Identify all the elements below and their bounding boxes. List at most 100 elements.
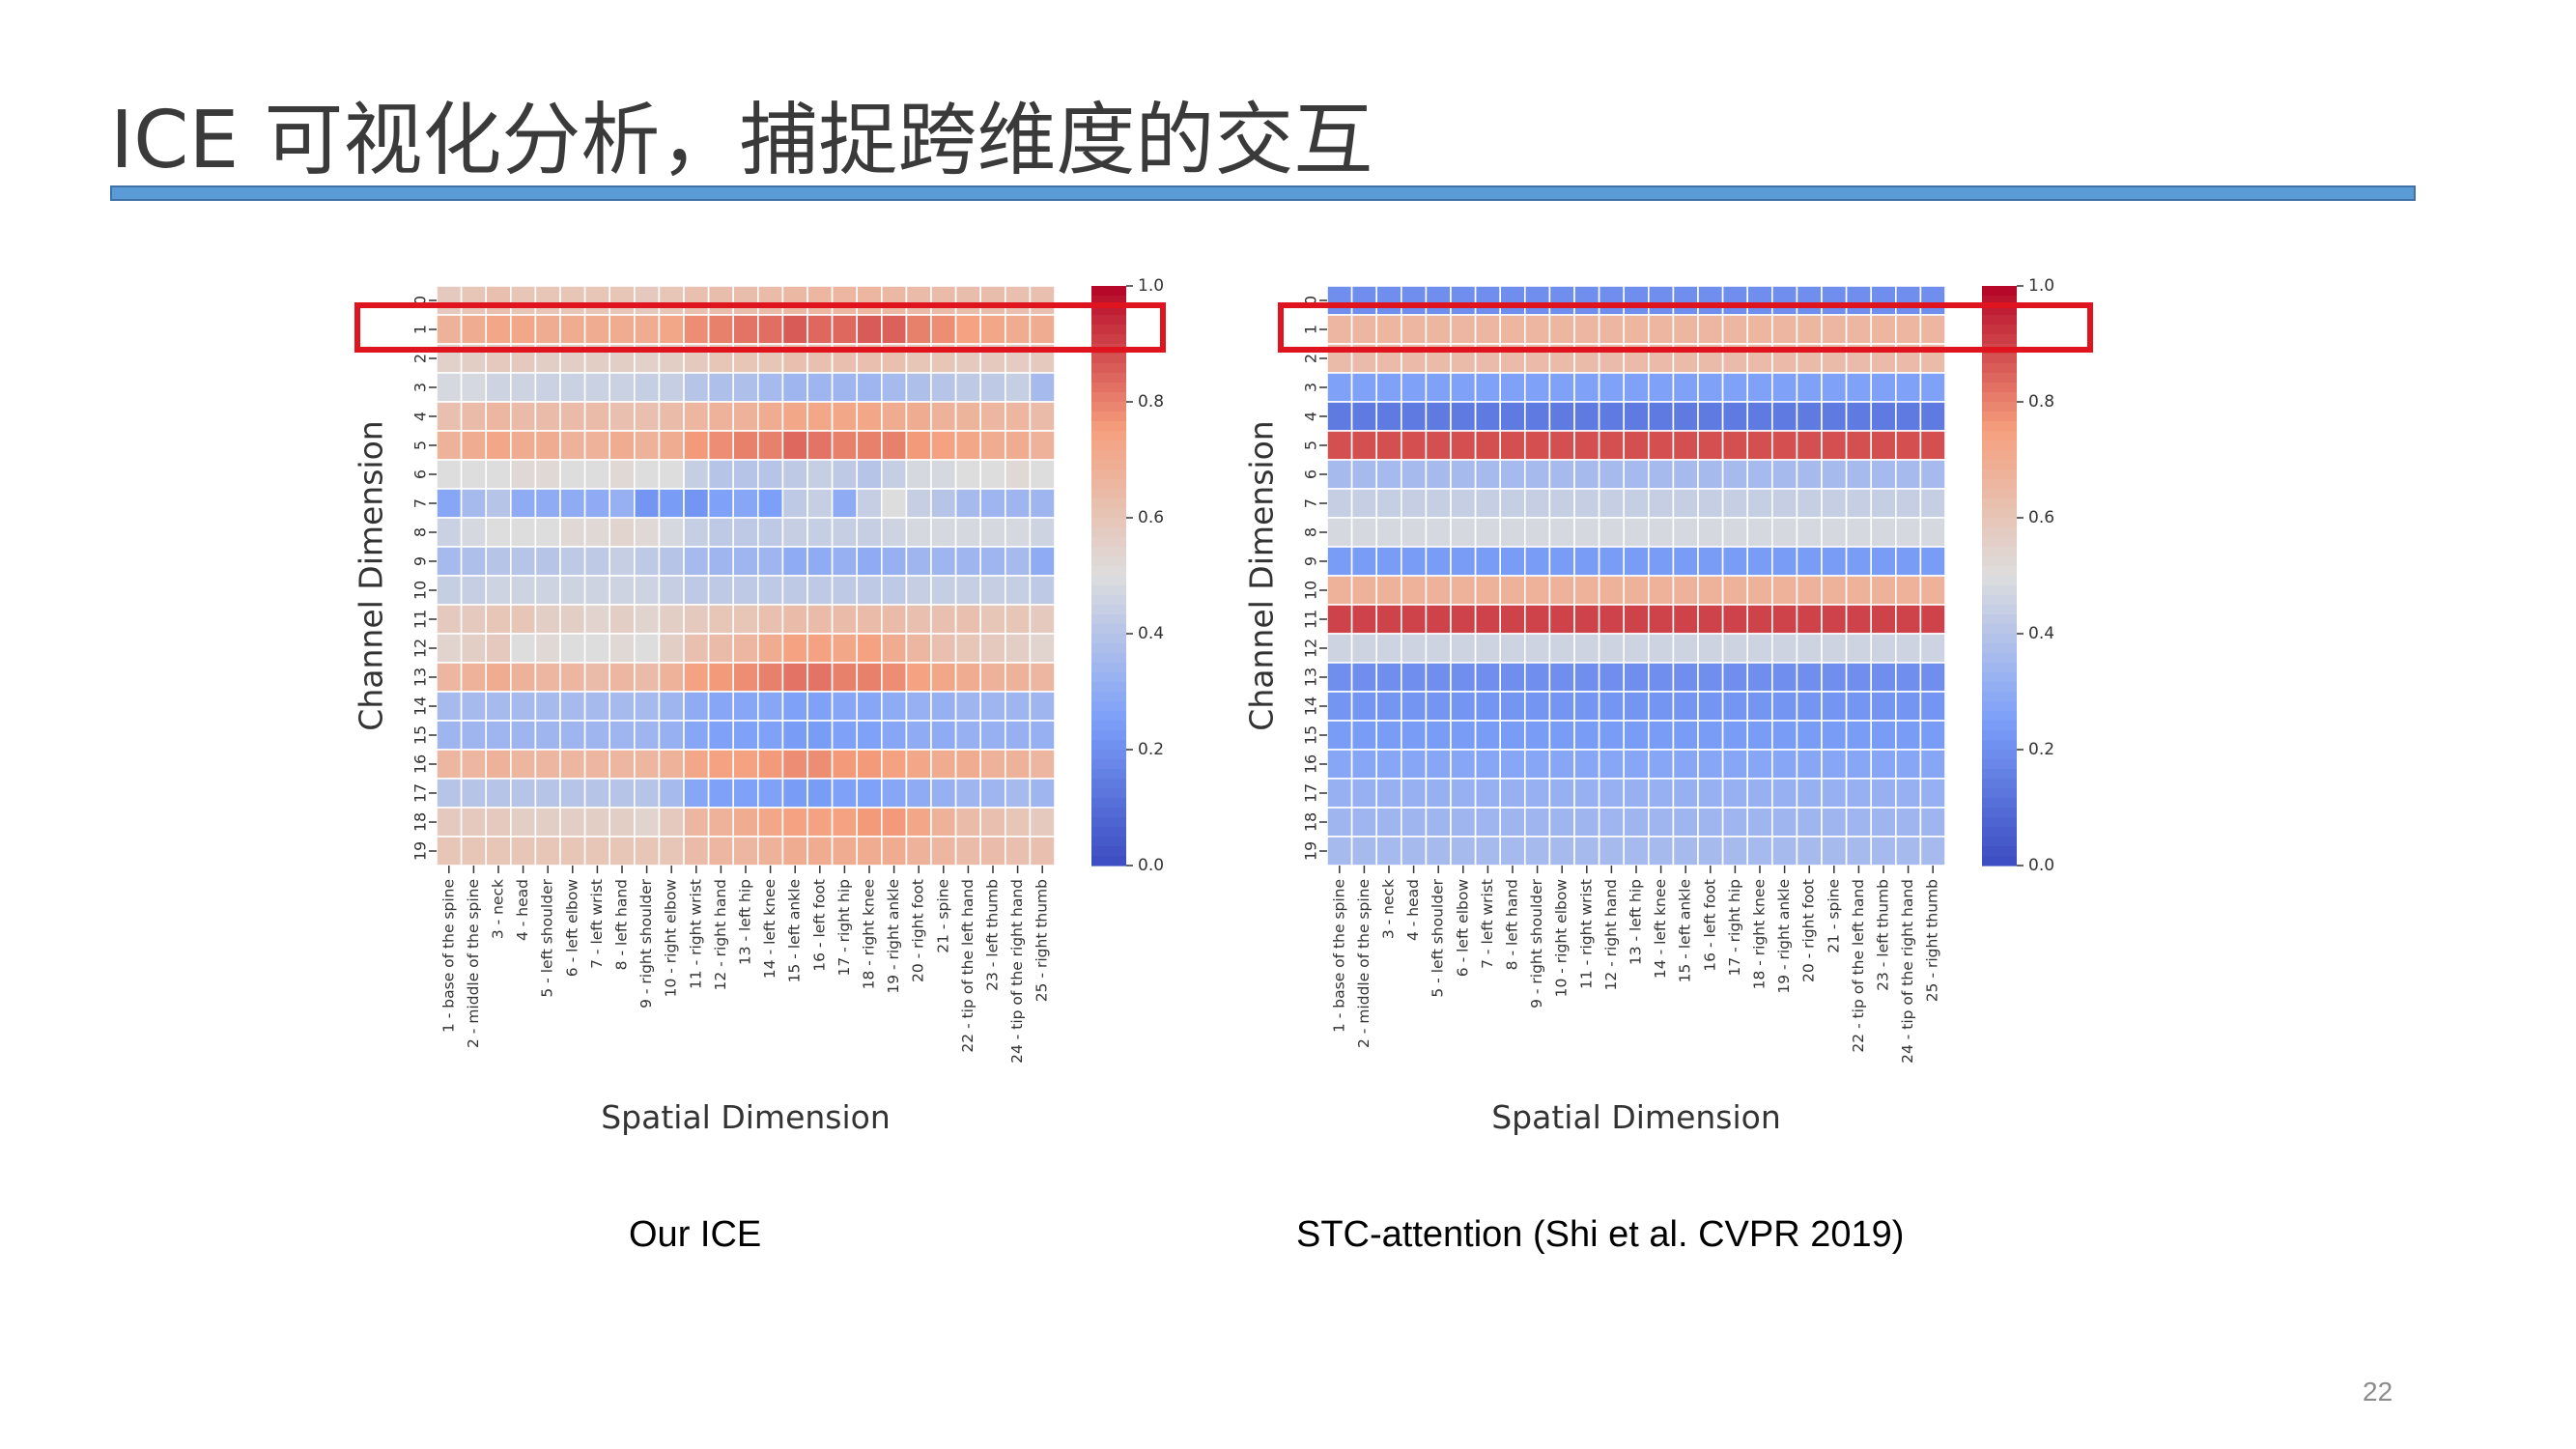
heatmap-cell bbox=[1450, 546, 1477, 577]
heatmap-cell bbox=[1326, 314, 1353, 345]
heatmap-cell bbox=[807, 488, 834, 519]
heatmap-cell bbox=[1821, 749, 1848, 780]
heatmap-cell bbox=[1845, 459, 1872, 490]
heatmap-cell bbox=[534, 720, 561, 751]
colorbar-segment bbox=[1091, 296, 1126, 306]
colorbar-segment bbox=[1091, 672, 1126, 683]
column-tick-label: 11 - right wrist bbox=[687, 879, 704, 989]
heatmap-cell bbox=[460, 720, 488, 751]
heatmap-cell bbox=[1598, 401, 1626, 432]
heatmap-cell bbox=[1450, 749, 1477, 780]
heatmap-cell bbox=[979, 836, 1006, 867]
colorbar-segment bbox=[1982, 595, 2017, 606]
heatmap-cell bbox=[436, 749, 463, 780]
heatmap-cell bbox=[831, 836, 858, 867]
heatmap-cell bbox=[979, 720, 1006, 751]
heatmap-cell bbox=[1598, 836, 1626, 867]
heatmap-cell bbox=[1697, 749, 1724, 780]
heatmap-cell bbox=[707, 488, 735, 519]
heatmap-cell bbox=[707, 778, 735, 809]
heatmap-cell bbox=[510, 662, 537, 693]
column-tick-label: 5 - left shoulder bbox=[1430, 878, 1447, 997]
row-tick-label: 6 bbox=[411, 469, 430, 479]
heatmap-cell bbox=[609, 778, 636, 809]
heatmap-cell bbox=[807, 372, 834, 403]
colorbar-segment bbox=[1982, 363, 2017, 374]
heatmap-cell bbox=[807, 604, 834, 635]
heatmap-cell bbox=[781, 836, 808, 867]
column-tick-label: 5 - left shoulder bbox=[539, 878, 556, 997]
heatmap-cell bbox=[1894, 749, 1922, 780]
heatmap-cell bbox=[880, 807, 908, 838]
heatmap-cell bbox=[756, 517, 784, 548]
heatmap-cell bbox=[609, 401, 636, 432]
heatmap-cell bbox=[609, 517, 636, 548]
row-tick-label: 9 bbox=[411, 556, 430, 566]
colorbar-segment bbox=[1982, 547, 2017, 557]
colorbar-segment bbox=[1091, 856, 1126, 867]
heatmap-cell bbox=[1573, 633, 1600, 664]
heatmap-cell bbox=[436, 720, 463, 751]
heatmap-cell bbox=[1870, 488, 1897, 519]
heatmap-cell bbox=[905, 372, 932, 403]
heatmap-cell bbox=[609, 285, 636, 316]
heatmap-cell bbox=[559, 807, 586, 838]
column-tick-label: 10 - right elbow bbox=[663, 879, 680, 998]
heatmap-cell bbox=[1870, 459, 1897, 490]
heatmap-cell bbox=[1375, 807, 1402, 838]
heatmap-cell bbox=[436, 807, 463, 838]
heatmap-cell bbox=[1450, 372, 1477, 403]
row-tick-label: 4 bbox=[411, 412, 430, 421]
colorbar-tick-label: 1.0 bbox=[2028, 276, 2054, 296]
heatmap-cell bbox=[609, 488, 636, 519]
heatmap-cell bbox=[1623, 633, 1650, 664]
heatmap-cell bbox=[609, 575, 636, 606]
heatmap-cell bbox=[1004, 691, 1032, 722]
heatmap-cell bbox=[1425, 488, 1452, 519]
heatmap-cell bbox=[1425, 633, 1452, 664]
heatmap-cell bbox=[1499, 633, 1526, 664]
heatmap-cell bbox=[1845, 546, 1872, 577]
heatmap-cell bbox=[534, 372, 561, 403]
heatmap-cell bbox=[1004, 517, 1032, 548]
heatmap-cell bbox=[707, 604, 735, 635]
heatmap-cell bbox=[1523, 488, 1551, 519]
heatmap-cell bbox=[732, 459, 759, 490]
heatmap-cell bbox=[1672, 662, 1699, 693]
heatmap-cell bbox=[756, 662, 784, 693]
colorbar-segment bbox=[1091, 431, 1126, 441]
heatmap-cell bbox=[831, 807, 858, 838]
heatmap-cell bbox=[609, 720, 636, 751]
heatmap-cell bbox=[1401, 517, 1428, 548]
colorbar-segment bbox=[1091, 469, 1126, 480]
heatmap-cell bbox=[559, 778, 586, 809]
heatmap-cell bbox=[1350, 604, 1378, 635]
heatmap-cell bbox=[1326, 488, 1353, 519]
colorbar-segment bbox=[1091, 527, 1126, 538]
heatmap-cell bbox=[633, 691, 661, 722]
heatmap-cell bbox=[485, 546, 512, 577]
column-tick-label: 9 - right shoulder bbox=[637, 878, 655, 1009]
heatmap-cell bbox=[1894, 430, 1922, 461]
heatmap-cell bbox=[633, 459, 661, 490]
heatmap-cell bbox=[534, 401, 561, 432]
colorbar-segment bbox=[1091, 595, 1126, 606]
column-tick-label: 6 - left elbow bbox=[1454, 879, 1471, 978]
heatmap-cell bbox=[1598, 459, 1626, 490]
heatmap-cell bbox=[1672, 314, 1699, 345]
heatmap-cell bbox=[1450, 633, 1477, 664]
heatmap-cell bbox=[781, 749, 808, 780]
column-tick-label: 22 - tip of the left hand bbox=[1850, 879, 1867, 1053]
heatmap-cell bbox=[1029, 720, 1056, 751]
heatmap-cell bbox=[880, 720, 908, 751]
heatmap-cell bbox=[954, 720, 981, 751]
heatmap-cell bbox=[658, 749, 685, 780]
heatmap-cell bbox=[1499, 285, 1526, 316]
heatmap-cell bbox=[1770, 546, 1798, 577]
heatmap-cell bbox=[831, 720, 858, 751]
heatmap-cell bbox=[1598, 430, 1626, 461]
heatmap-cell bbox=[1029, 836, 1056, 867]
y-axis-label: Channel Dimension bbox=[353, 420, 390, 730]
heatmap-cell bbox=[1845, 633, 1872, 664]
heatmap-cell bbox=[1623, 488, 1650, 519]
